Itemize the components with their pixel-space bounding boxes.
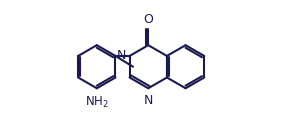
Text: O: O (143, 13, 153, 26)
Text: N: N (117, 49, 126, 62)
Text: N: N (144, 94, 153, 107)
Text: NH$_2$: NH$_2$ (85, 95, 109, 110)
